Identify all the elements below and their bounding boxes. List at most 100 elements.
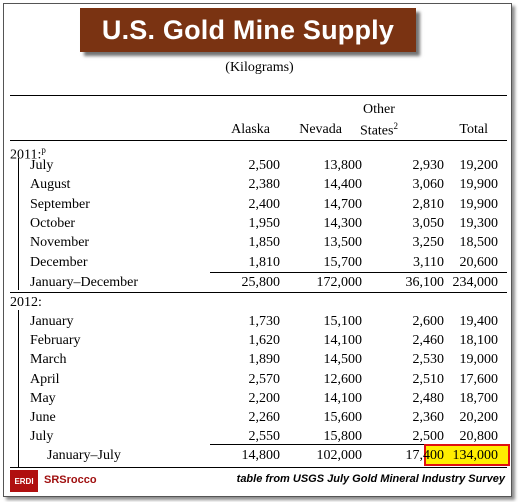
alaska-value: 1,890 [248,352,281,368]
highlighted-total-box [424,444,510,466]
section-bracket-2011 [18,158,19,290]
alaska-value: 2,380 [248,177,281,193]
brand-name: SRSrocco [44,474,97,486]
month-label: October [30,215,76,231]
nevada-value: 14,100 [323,333,363,349]
other-states-value: 2,530 [412,352,445,368]
other-states-value: 2,500 [412,429,445,445]
nevada-value: 14,100 [323,390,363,406]
alaska-value: 2,400 [248,196,281,212]
month-label: July [30,158,54,173]
table-row: October 1,950 14,300 3,050 19,300 [10,214,507,233]
other-states-value: 3,250 [412,235,445,251]
alaska-value: 2,500 [248,158,281,173]
table-row: January 1,730 15,100 2,600 19,400 [10,312,507,331]
total-value: 18,700 [459,390,499,406]
alaska-value: 2,570 [248,371,281,387]
nevada-value: 15,700 [323,254,363,270]
table-row: March 1,890 14,500 2,530 19,000 [10,350,507,369]
column-header-other-states: Other States2 [360,102,398,139]
table-row: July 2,550 15,800 2,500 20,800 [10,427,507,446]
alaska-value: 2,260 [248,410,281,425]
other-states-value: 2,360 [412,410,445,425]
table-row: February 1,620 14,100 2,460 18,100 [10,331,507,350]
table-bottom-rule [10,467,507,468]
table-row-total-2012: January–July 14,800 102,000 17,400 134,0… [47,448,498,463]
nevada-value: 15,600 [323,410,363,425]
alaska-value: 1,850 [248,235,281,251]
source-caption: table from USGS July Gold Mineral Indust… [236,473,505,485]
section-label-2012: 2012: [10,295,42,310]
other-states-value: 3,060 [412,177,445,193]
alaska-value: 1,730 [248,314,281,329]
table-row: July 2,500 13,800 2,930 19,200 [10,156,507,175]
total-value: 20,600 [459,254,499,270]
nevada-value: 13,800 [323,158,363,173]
nevada-value: 12,600 [323,371,363,387]
table-row: April 2,570 12,600 2,510 17,600 [10,370,507,389]
table-row: November 1,850 13,500 3,250 18,500 [10,233,507,252]
total-value: 18,500 [459,235,499,251]
table-row: August 2,380 14,400 3,060 19,900 [10,175,507,194]
other-states-value: 2,600 [412,314,445,329]
other-states-value: 2,810 [412,196,445,212]
total-value: 19,300 [459,215,499,231]
month-label: July [30,429,54,445]
total-value: 19,200 [459,158,499,173]
column-header-nevada: Nevada [299,122,342,137]
month-label: May [30,390,56,406]
content-frame [3,3,512,497]
section-bracket-2012 [18,310,19,468]
nevada-value: 15,100 [323,314,363,329]
header-top-rule [10,95,507,96]
nevada-value: 14,300 [323,215,363,231]
month-label: March [30,352,67,368]
nevada-value: 14,500 [323,352,363,368]
month-label: December [30,254,88,270]
total-value: 17,600 [459,371,499,387]
other-states-value: 3,110 [413,254,444,270]
total-2012-rule [210,444,424,445]
month-label: August [30,177,71,193]
title-banner: U.S. Gold Mine Supply [80,8,416,52]
other-states-value: 3,050 [412,215,445,231]
other-states-value: 2,480 [412,390,445,406]
nevada-value: 15,800 [323,429,363,445]
alaska-value: 1,810 [248,254,281,270]
other-states-value: 2,510 [412,371,445,387]
month-label: April [30,371,60,387]
alaska-value: 1,950 [248,215,281,231]
table-row-total-2011: January–December 25,800 172,000 36,100 2… [30,275,498,290]
total-2011-rule [210,272,507,273]
total-value: 19,900 [459,177,499,193]
total-value: 19,400 [459,314,499,329]
table-row: June 2,260 15,600 2,360 20,200 [10,408,507,427]
month-label: January [30,314,74,329]
total-value: 18,100 [459,333,499,349]
erdi-logo: ERDI [10,470,38,492]
nevada-value: 14,400 [323,177,363,193]
column-header-total: Total [459,122,488,137]
units-subtitle: (Kilograms) [225,60,294,75]
nevada-value: 13,500 [323,235,363,251]
other-states-value: 2,930 [412,158,445,173]
alaska-value: 1,620 [248,333,281,349]
alaska-value: 2,200 [248,390,281,406]
table-row: December 1,810 15,700 3,110 20,600 [10,253,507,272]
other-states-value: 2,460 [412,333,445,349]
section-label-2011: 2011:p [10,145,46,163]
month-label: September [30,196,90,212]
page-title: U.S. Gold Mine Supply [101,14,395,45]
alaska-value: 2,550 [248,429,281,445]
total-value: 19,900 [459,196,499,212]
section-divider-rule [10,292,507,293]
nevada-value: 14,700 [323,196,363,212]
total-value: 20,200 [459,410,499,425]
month-label: June [30,410,56,425]
column-header-alaska: Alaska [231,122,270,137]
month-label: November [30,235,90,251]
table-row: September 2,400 14,700 2,810 19,900 [10,195,507,214]
month-label: February [30,333,81,349]
total-value: 20,800 [459,429,499,445]
header-bottom-rule [10,140,507,141]
